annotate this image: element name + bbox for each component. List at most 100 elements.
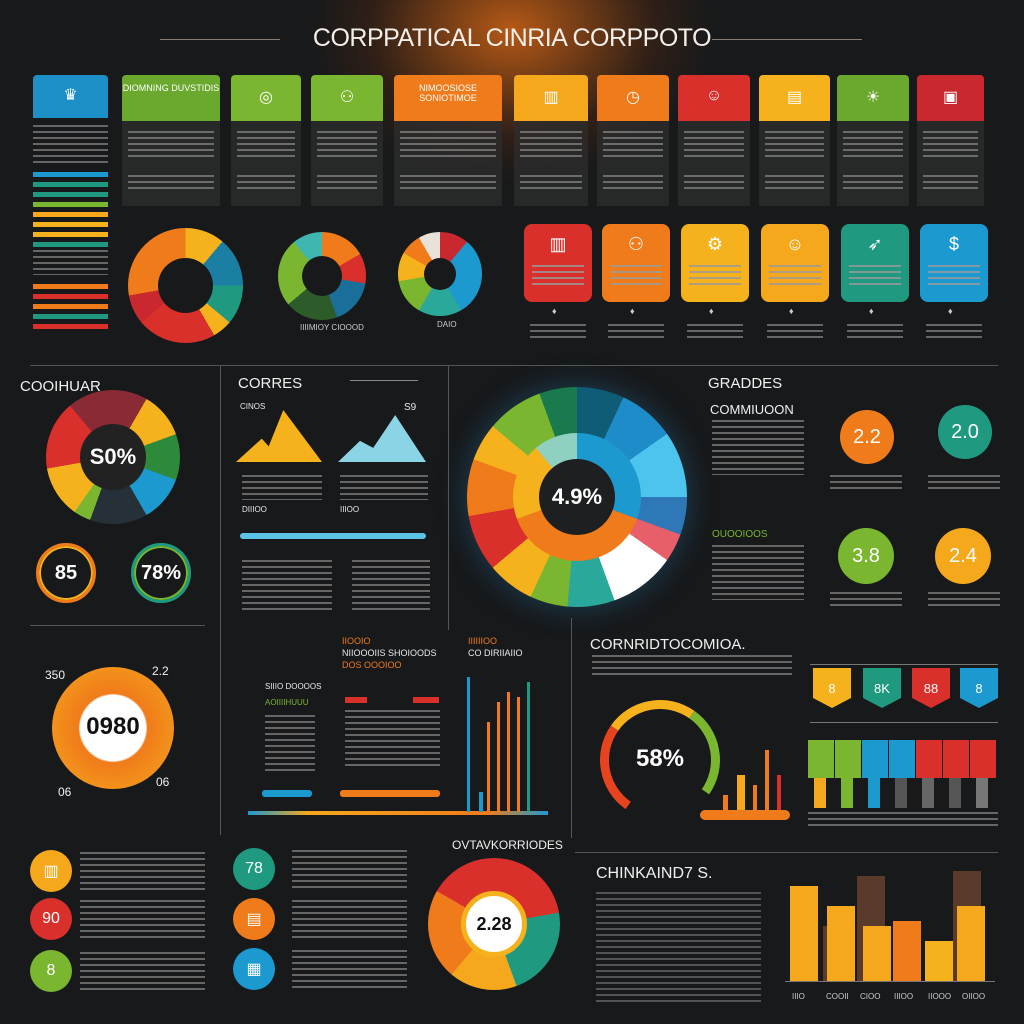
title-rule-left	[160, 39, 280, 40]
text-block	[712, 420, 804, 475]
column-bar-stem	[841, 778, 853, 808]
bottom-bar-chart	[785, 870, 995, 982]
card-header: ☀	[837, 75, 909, 121]
card-header: ▤	[759, 75, 830, 121]
text-block	[340, 475, 428, 500]
people-icon: ⚇	[627, 234, 645, 254]
card-body	[597, 121, 669, 206]
ring-value: 0980	[86, 713, 140, 740]
chart-bar	[957, 906, 985, 981]
text-block	[33, 125, 108, 165]
text-block	[849, 265, 901, 289]
title-rule-right	[712, 39, 862, 40]
small-icon: ♦	[869, 306, 874, 316]
column-bar-stem	[922, 778, 934, 808]
text-block	[532, 265, 584, 289]
peak-label: S9	[404, 402, 417, 413]
card-header: DIOMNING DUVSTIDIS	[122, 75, 220, 121]
card-body	[311, 121, 383, 206]
peak-label: CINOS	[240, 402, 266, 411]
feature-card: ⚙	[681, 224, 749, 302]
text-block	[292, 950, 407, 992]
feature-card: ➶	[841, 224, 909, 302]
area-chart-yellow	[236, 410, 322, 462]
donut-caption-1: IIIIMIOY CIOOOD	[300, 323, 364, 332]
divider	[30, 365, 998, 366]
column-bar-top	[862, 740, 888, 778]
gauge-base	[700, 810, 790, 820]
text-block	[520, 131, 582, 161]
color-bar	[33, 284, 108, 289]
text-block	[923, 175, 978, 189]
section-heading: CORRES	[238, 375, 303, 392]
progress-bar	[240, 533, 426, 539]
column-bar-top	[808, 740, 834, 778]
mini-bar-chart	[715, 740, 785, 810]
text-block	[592, 655, 792, 675]
color-bar	[33, 202, 108, 207]
column-bar-stem	[976, 778, 988, 808]
divider	[30, 625, 205, 626]
stat-circle: 8	[30, 950, 72, 992]
text-block	[843, 175, 903, 189]
feature-card: $	[920, 224, 988, 302]
text-block	[345, 710, 440, 770]
stat-circle-2: 78%	[131, 543, 191, 603]
text-block	[610, 265, 662, 289]
card-body	[917, 121, 984, 206]
card-header: ◎	[231, 75, 301, 121]
panel-label: DOS OOOIOO	[342, 660, 402, 670]
chart-icon: ▥	[543, 89, 559, 106]
chart-bar	[893, 921, 921, 981]
color-bar	[33, 242, 108, 247]
bar-chart-vertical	[465, 672, 545, 812]
feature-card: ▥	[524, 224, 592, 302]
gauge-value: 58%	[635, 745, 685, 772]
section-subheading: OUOOIOOS	[712, 529, 768, 540]
column-bar-stem	[949, 778, 961, 808]
document-icon: ▤	[233, 898, 275, 940]
chart-bar	[827, 906, 855, 981]
tag-marker: 8	[813, 668, 851, 708]
text-block	[767, 324, 823, 338]
card-header: ☺	[678, 75, 750, 121]
text-block	[242, 560, 332, 610]
panel-label: IIOOIO	[342, 636, 371, 646]
axis-label: CIOO	[860, 992, 881, 1001]
text-block	[242, 475, 322, 500]
divider	[575, 852, 998, 853]
column-bar-stem	[895, 778, 907, 808]
grade-badge: 2.2	[840, 410, 894, 464]
color-bar	[33, 304, 108, 309]
card-body	[514, 121, 588, 206]
column-bar-top	[943, 740, 969, 778]
color-bar	[33, 294, 108, 299]
column-bar-stem	[868, 778, 880, 808]
stat-circle-1: 85	[36, 543, 96, 603]
bottom-donut-chart: 2.28	[428, 858, 560, 990]
text-block	[689, 265, 741, 289]
bar	[262, 790, 312, 797]
text-block	[80, 952, 205, 992]
divider	[448, 365, 449, 630]
grade-badge: 3.8	[838, 528, 894, 584]
area-chart-blue	[338, 415, 426, 462]
text-block	[352, 560, 430, 610]
color-bar	[33, 232, 108, 237]
stat-circle: 90	[30, 898, 72, 940]
axis-bar	[248, 811, 548, 815]
chart-icon: ▥	[549, 234, 567, 254]
column-bar-top	[889, 740, 915, 778]
text-block	[603, 175, 663, 189]
orange-ring: 0980	[52, 667, 174, 789]
text-block	[843, 131, 903, 161]
person-icon: ☺	[705, 87, 723, 104]
text-block	[80, 852, 205, 892]
text-block	[530, 324, 586, 338]
text-block	[292, 900, 407, 942]
color-bar	[33, 192, 108, 197]
card-body	[678, 121, 750, 206]
small-icon: ♦	[948, 306, 953, 316]
column-bar-top	[916, 740, 942, 778]
text-block	[128, 175, 214, 189]
